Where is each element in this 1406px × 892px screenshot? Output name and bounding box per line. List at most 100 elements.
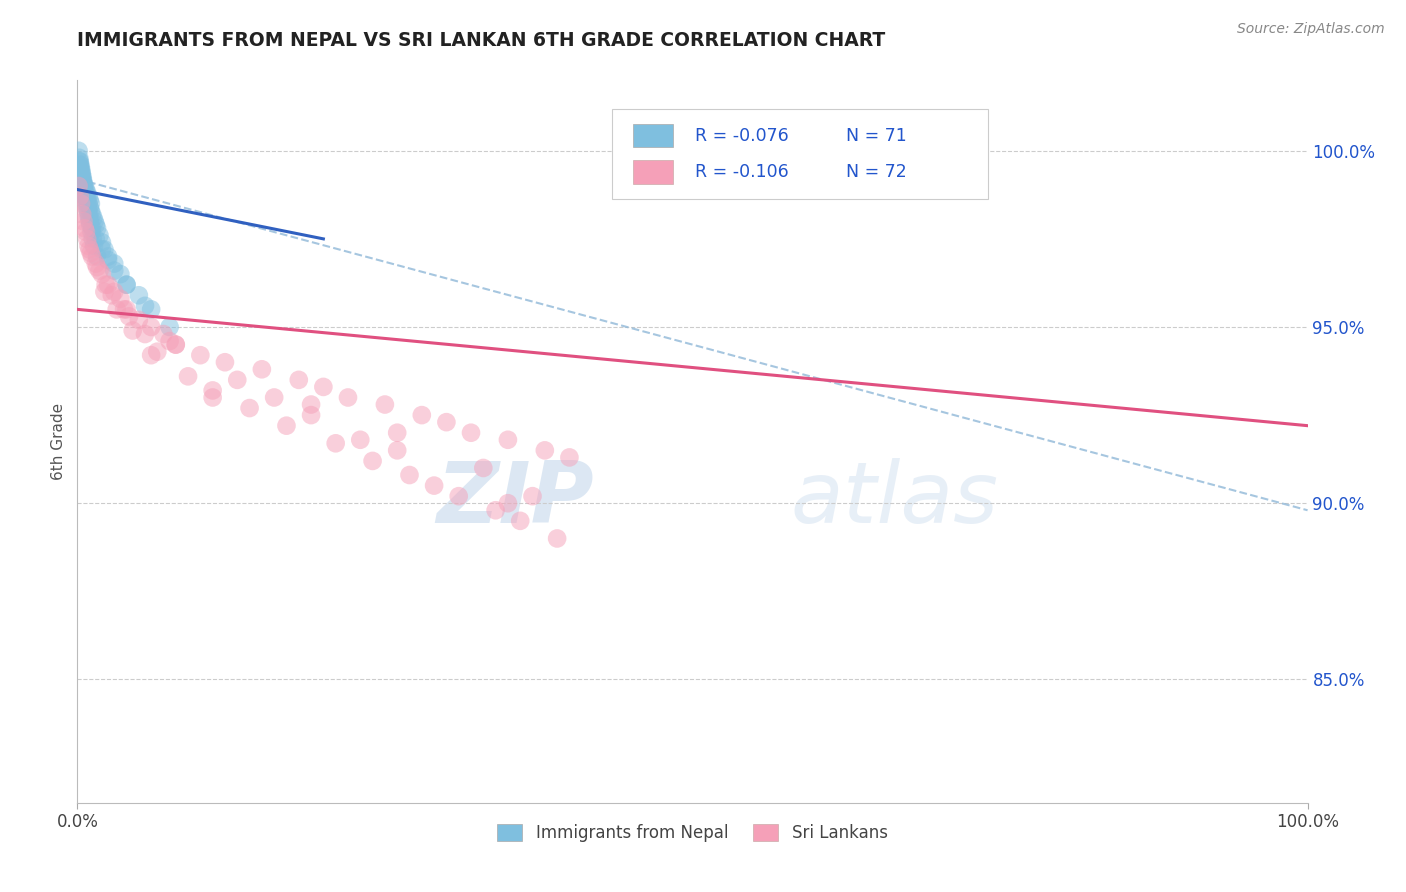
Point [82,250,104,264]
Point [75,189,97,203]
Point [89,263,111,277]
Point [385,443,409,458]
Text: ZIP: ZIP [436,458,595,541]
Point [110,292,132,306]
Point [82,207,104,221]
Point [75,193,97,207]
Point [73,186,96,200]
Point [110,267,132,281]
Point [159,334,181,348]
Point [134,299,156,313]
Point [69,161,91,176]
Point [299,408,322,422]
Point [97,277,120,292]
Point [80,246,103,260]
Point [534,443,557,458]
Point [77,196,100,211]
Point [90,235,114,250]
Point [558,450,581,465]
Point [141,348,163,362]
Point [93,243,115,257]
Text: atlas: atlas [792,458,998,541]
Point [73,179,96,194]
Point [70,169,93,183]
Point [141,320,163,334]
Point [73,182,96,196]
Point [67,144,90,158]
Point [76,232,98,246]
Point [121,324,143,338]
FancyBboxPatch shape [613,109,988,200]
Bar [634,161,673,184]
Point [70,169,93,183]
Point [89,228,111,243]
Point [72,214,94,228]
Point [509,514,531,528]
Point [103,285,125,299]
Point [82,232,104,246]
Point [70,169,93,183]
Point [79,193,101,207]
Point [76,203,98,218]
Point [72,176,94,190]
Point [75,189,97,203]
Point [77,189,100,203]
Point [201,391,224,405]
Point [75,182,97,196]
Point [472,461,495,475]
Point [72,179,94,194]
Point [76,186,98,200]
Point [115,277,138,292]
Point [128,288,150,302]
Point [82,211,104,225]
Point [288,373,311,387]
Point [80,203,103,218]
Point [86,250,108,264]
Point [146,344,169,359]
Point [398,468,420,483]
Point [201,384,224,398]
Text: Source: ZipAtlas.com: Source: ZipAtlas.com [1237,22,1385,37]
Point [73,186,96,200]
Point [70,207,93,221]
Point [77,211,100,225]
Point [103,256,125,270]
Point [522,489,544,503]
Point [485,503,508,517]
Point [75,225,97,239]
Text: N = 71: N = 71 [846,127,907,145]
Point [118,310,141,324]
Point [86,221,108,235]
Point [165,337,187,351]
Point [141,302,163,317]
Point [77,239,100,253]
Point [84,232,107,246]
Point [546,532,568,546]
Point [128,313,150,327]
Point [177,369,200,384]
Point [73,221,96,235]
Point [84,256,107,270]
Point [263,391,285,405]
Point [79,200,101,214]
Point [72,179,94,194]
Point [86,260,108,274]
Point [337,391,360,405]
Point [70,172,93,186]
Point [69,158,91,172]
Point [226,373,249,387]
Point [80,196,103,211]
Point [67,154,90,169]
Point [90,243,114,257]
Point [385,425,409,440]
Point [70,165,93,179]
Point [250,362,273,376]
Point [83,239,105,253]
Point [70,161,93,176]
Point [79,214,101,228]
Point [165,337,187,351]
Point [69,189,91,203]
Y-axis label: 6th Grade: 6th Grade [51,403,66,480]
Point [72,176,94,190]
Point [112,302,135,317]
